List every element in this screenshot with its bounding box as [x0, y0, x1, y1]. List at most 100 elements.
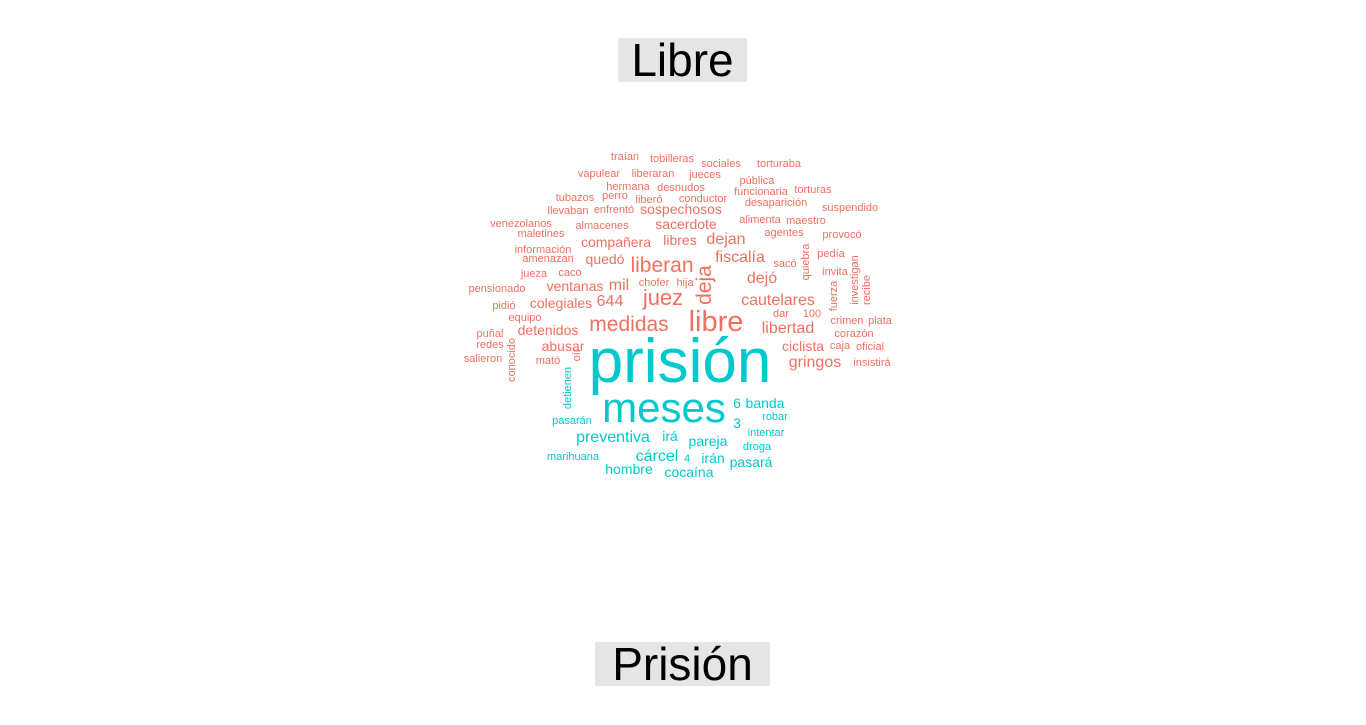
word-irá: irá — [662, 428, 678, 444]
word-cárcel: cárcel — [636, 448, 679, 465]
word-jueza: jueza — [520, 268, 548, 280]
word-jueces: jueces — [688, 169, 721, 181]
word-pasará: pasará — [730, 454, 773, 470]
word-libre: libre — [689, 306, 744, 338]
word-pidió: pidió — [492, 300, 515, 312]
word-amenazan: amenazan — [522, 253, 573, 265]
word-100: 100 — [803, 308, 821, 320]
word-tobilleras: tobilleras — [650, 153, 695, 165]
word-crimen: crimen — [830, 315, 863, 327]
word-fiscalía: fiscalía — [715, 249, 765, 266]
word-4: 4 — [684, 453, 690, 465]
word-torturaba: torturaba — [757, 158, 802, 170]
word-caco: caco — [558, 267, 581, 279]
word-invita: invita — [822, 266, 849, 278]
word-pensionado: pensionado — [469, 283, 526, 295]
word-chofer: chofer — [639, 277, 670, 289]
word-colegiales: colegiales — [530, 295, 592, 311]
word-traían: traían — [611, 151, 639, 163]
word-irán: irán — [701, 450, 724, 466]
word-fuerza: fuerza — [828, 280, 840, 311]
word-quedó: quedó — [586, 251, 625, 267]
word-detienen: detienen — [562, 367, 574, 409]
word-oír: oír — [571, 348, 583, 361]
word-quiebra: quiebra — [800, 243, 812, 281]
word-dar: dar — [773, 308, 789, 320]
group-label-prision: Prisión — [595, 641, 770, 687]
word-3: 3 — [733, 415, 741, 431]
word-equipo: equipo — [508, 312, 541, 324]
word-perro: perro — [602, 190, 628, 202]
word-intentar: intentar — [748, 427, 785, 439]
word-venezolanos: venezolanos — [490, 218, 552, 230]
word-almacenes: almacenes — [575, 220, 629, 232]
word-644: 644 — [597, 293, 624, 310]
word-dejó: dejó — [747, 270, 777, 287]
word-maestro: maestro — [786, 215, 826, 227]
word-robar: robar — [762, 411, 788, 423]
word-juez: juez — [642, 285, 683, 310]
word-mil: mil — [609, 277, 629, 294]
word-vapulear: vapulear — [578, 168, 621, 180]
word-cautelares: cautelares — [741, 292, 815, 309]
word-llevaban: llevaban — [548, 205, 589, 217]
word-recibe: recibe — [861, 275, 873, 305]
word-cocaína: cocaína — [664, 464, 713, 480]
word-liberaran: liberaran — [632, 168, 675, 180]
word-pública: pública — [740, 175, 776, 187]
word-pasarán: pasarán — [552, 415, 592, 427]
word-droga: droga — [743, 441, 772, 453]
word-suspendido: suspendido — [822, 202, 878, 214]
word-conocido: conocido — [506, 338, 518, 382]
word-libres: libres — [663, 232, 696, 248]
word-abusar: abusar — [542, 338, 585, 354]
word-meses: meses — [602, 384, 726, 431]
word-prisión: prisión — [589, 327, 772, 396]
word-gringos: gringos — [789, 354, 841, 371]
word-preventiva: preventiva — [576, 429, 650, 446]
word-hija: hija — [676, 277, 694, 289]
word-provocó: provocó — [822, 229, 861, 241]
word-funcionaria: funcionaria — [734, 186, 789, 198]
word-pareja: pareja — [689, 433, 728, 449]
word-desnudos: desnudos — [657, 182, 705, 194]
word-alimenta: alimenta — [739, 214, 781, 226]
word-banda: banda — [746, 395, 785, 411]
word-agentes: agentes — [764, 227, 804, 239]
word-insistirá: insistirá — [853, 357, 891, 369]
word-tubazos: tubazos — [556, 192, 595, 204]
word-ciclista: ciclista — [782, 338, 824, 354]
word-liberó: liberó — [636, 194, 663, 206]
word-plata: plata — [868, 315, 893, 327]
word-oficial: oficial — [856, 341, 884, 353]
word-información: información — [515, 244, 572, 256]
word-corazón: corazón — [834, 328, 873, 340]
word-mató: mató — [536, 355, 560, 367]
word-deja: deja — [693, 265, 716, 305]
word-hermana: hermana — [606, 181, 650, 193]
word-dejan: dejan — [706, 231, 745, 248]
word-investigan: investigan — [849, 255, 861, 305]
word-conductor: conductor — [679, 193, 728, 205]
word-6: 6 — [733, 395, 741, 411]
word-detenidos: detenidos — [518, 322, 579, 338]
word-pedía: pedía — [817, 248, 845, 260]
word-desaparición: desaparición — [745, 197, 807, 209]
word-sacerdote: sacerdote — [655, 216, 717, 232]
word-liberan: liberan — [630, 254, 693, 277]
word-libertad: libertad — [762, 320, 814, 337]
word-enfrentó: enfrentó — [594, 204, 634, 216]
word-redes: redes — [476, 339, 504, 351]
word-caja: caja — [830, 340, 851, 352]
word-sociales: sociales — [701, 158, 741, 170]
word-puñal: puñal — [477, 328, 504, 340]
word-medidas: medidas — [589, 313, 668, 336]
group-label-libre: Libre — [618, 37, 747, 83]
word-maletines: maletines — [517, 228, 565, 240]
word-hombre: hombre — [605, 461, 653, 477]
word-marihuana: marihuana — [547, 451, 600, 463]
word-sospechosos: sospechosos — [640, 201, 722, 217]
word-ventanas: ventanas — [547, 278, 604, 294]
word-torturas: torturas — [794, 184, 832, 196]
